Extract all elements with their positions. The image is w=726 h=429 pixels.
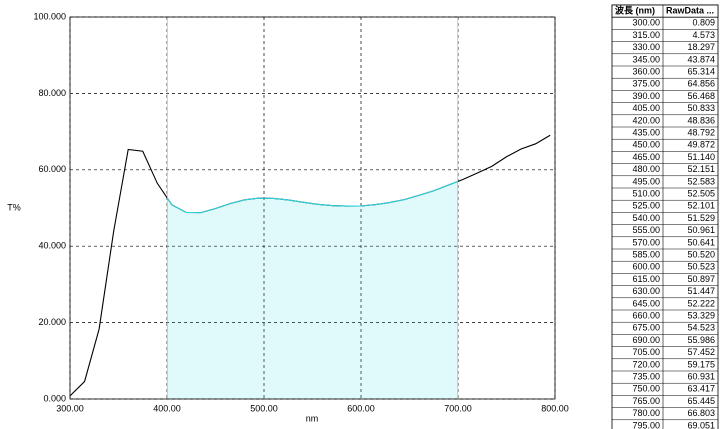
table-cell: 735.00 (632, 371, 660, 381)
table-cell: 52.222 (687, 298, 715, 308)
table-cell: 51.140 (687, 152, 715, 162)
shaded-region (167, 181, 458, 399)
table-cell: 51.529 (687, 213, 715, 223)
table-cell: 69.051 (687, 420, 715, 429)
table-cell: 720.00 (632, 359, 660, 369)
table-cell: 750.00 (632, 384, 660, 394)
table-cell: 450.00 (632, 140, 660, 150)
table-cell: 65.445 (687, 396, 715, 406)
table-cell: 63.417 (687, 384, 715, 394)
table-cell: 315.00 (632, 30, 660, 40)
table-cell: 630.00 (632, 286, 660, 296)
table-cell: 56.468 (687, 91, 715, 101)
table-cell: 55.986 (687, 335, 715, 345)
y-tick-label: 80.000 (38, 88, 66, 98)
table-cell: 780.00 (632, 408, 660, 418)
y-axis-label: T% (7, 202, 21, 212)
table-cell: 48.836 (687, 115, 715, 125)
table-cell: 705.00 (632, 347, 660, 357)
y-tick-label: 0.000 (43, 393, 66, 403)
table-cell: 420.00 (632, 115, 660, 125)
table-cell: 645.00 (632, 298, 660, 308)
table-cell: 64.856 (687, 79, 715, 89)
table-cell: 765.00 (632, 396, 660, 406)
table-cell: 60.931 (687, 371, 715, 381)
x-tick-label: 600.00 (347, 403, 375, 413)
x-tick-label: 500.00 (250, 403, 278, 413)
table-cell: 43.874 (687, 54, 715, 64)
x-tick-label: 700.00 (444, 403, 472, 413)
table-cell: 375.00 (632, 79, 660, 89)
table-cell: 600.00 (632, 262, 660, 272)
y-tick-label: 40.000 (38, 241, 66, 251)
table-cell: 555.00 (632, 225, 660, 235)
y-tick-label: 60.000 (38, 164, 66, 174)
table-cell: 510.00 (632, 188, 660, 198)
table-header: 波長 (nm) (615, 4, 655, 15)
plot-area (70, 17, 555, 399)
table-cell: 675.00 (632, 323, 660, 333)
table-header: RawData ... (666, 5, 714, 15)
table-cell: 52.151 (687, 164, 715, 174)
table-cell: 53.329 (687, 310, 715, 320)
table-cell: 65.314 (687, 66, 715, 76)
table-cell: 51.447 (687, 286, 715, 296)
table-cell: 50.897 (687, 274, 715, 284)
table-cell: 690.00 (632, 335, 660, 345)
x-tick-label: 300.00 (56, 403, 84, 413)
table-cell: 48.792 (687, 127, 715, 137)
table-cell: 59.175 (687, 359, 715, 369)
table-cell: 50.520 (687, 249, 715, 259)
table-cell: 495.00 (632, 176, 660, 186)
plot-frame (69, 16, 556, 400)
x-axis-label: nm (306, 413, 319, 423)
y-tick-label: 20.000 (38, 317, 66, 327)
table-cell: 660.00 (632, 310, 660, 320)
table-cell: 540.00 (632, 213, 660, 223)
table-cell: 52.505 (687, 188, 715, 198)
table-cell: 360.00 (632, 66, 660, 76)
table-cell: 405.00 (632, 103, 660, 113)
table-cell: 570.00 (632, 237, 660, 247)
x-tick-label: 800.00 (541, 403, 569, 413)
y-tick-label: 100.000 (33, 11, 66, 21)
table-cell: 480.00 (632, 164, 660, 174)
table-cell: 300.00 (632, 18, 660, 28)
table-cell: 50.961 (687, 225, 715, 235)
x-tick-label: 400.00 (153, 403, 181, 413)
table-frame (611, 4, 719, 429)
table-cell: 585.00 (632, 249, 660, 259)
table-cell: 465.00 (632, 152, 660, 162)
table-cell: 390.00 (632, 91, 660, 101)
table-cell: 0.809 (692, 18, 715, 28)
table-cell: 795.00 (632, 420, 660, 429)
table-cell: 18.297 (687, 42, 715, 52)
table-cell: 435.00 (632, 127, 660, 137)
table-cell: 49.872 (687, 140, 715, 150)
table-cell: 52.583 (687, 176, 715, 186)
table-cell: 525.00 (632, 201, 660, 211)
table-cell: 54.523 (687, 323, 715, 333)
table-cell: 615.00 (632, 274, 660, 284)
table-cell: 330.00 (632, 42, 660, 52)
table-cell: 52.101 (687, 201, 715, 211)
table-cell: 50.523 (687, 262, 715, 272)
table-cell: 50.641 (687, 237, 715, 247)
table-cell: 57.452 (687, 347, 715, 357)
table-cell: 66.803 (687, 408, 715, 418)
table-cell: 4.573 (692, 30, 715, 40)
table-cell: 50.833 (687, 103, 715, 113)
table-cell: 345.00 (632, 54, 660, 64)
line-highlight (167, 180, 458, 214)
